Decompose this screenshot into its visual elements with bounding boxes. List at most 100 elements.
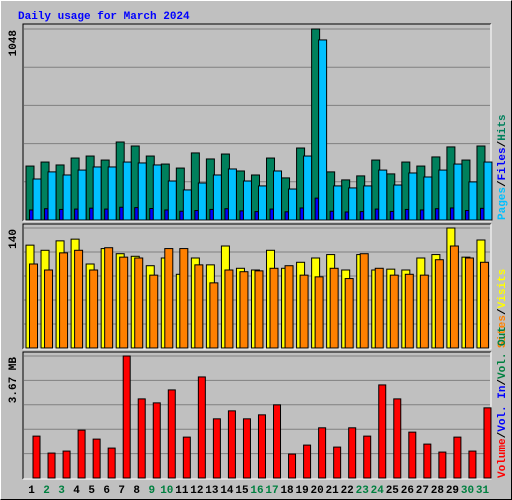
legend-separator: / xyxy=(497,431,509,438)
x-tick-label: 11 xyxy=(175,485,189,497)
x-tick-label: 21 xyxy=(326,485,340,497)
bar xyxy=(62,174,72,221)
bar xyxy=(453,436,462,479)
bar xyxy=(182,436,191,479)
bar xyxy=(137,398,146,479)
bar xyxy=(303,155,313,221)
bar xyxy=(227,168,237,221)
bar xyxy=(212,418,221,479)
bar xyxy=(468,450,477,479)
x-tick-label: 16 xyxy=(250,485,263,497)
x-tick-label: 20 xyxy=(311,485,324,497)
bar xyxy=(374,267,384,349)
bar xyxy=(197,376,206,479)
bar xyxy=(164,248,174,349)
legend-entry: Files xyxy=(497,147,509,180)
bar xyxy=(134,257,144,349)
legend: Volume/Vol. In/Vol. Out xyxy=(497,326,509,478)
bar xyxy=(438,169,448,221)
bar xyxy=(269,267,279,349)
x-tick-label: 2 xyxy=(43,485,50,497)
x-tick-label: 8 xyxy=(133,485,140,497)
panel-frame-light xyxy=(23,352,492,480)
bar xyxy=(393,398,402,479)
bar xyxy=(257,414,266,479)
x-tick-label: 7 xyxy=(118,485,125,497)
x-tick-label: 29 xyxy=(446,485,459,497)
legend-entry: Vol. Out xyxy=(497,326,509,379)
bar xyxy=(408,431,417,479)
x-tick-label: 1 xyxy=(28,485,35,497)
panel-frame-dark xyxy=(22,223,491,349)
bar xyxy=(179,248,189,349)
legend-entry: Hits xyxy=(497,114,509,140)
bar xyxy=(122,355,131,479)
bar xyxy=(434,259,444,349)
legend-separator: / xyxy=(497,308,509,315)
legend-entry: Volume xyxy=(497,438,509,478)
bar xyxy=(104,247,114,349)
bar xyxy=(303,444,312,479)
bar xyxy=(363,435,372,479)
x-tick-label: 5 xyxy=(88,485,95,497)
bar xyxy=(318,427,327,479)
bar xyxy=(453,163,463,221)
bar xyxy=(212,174,222,221)
legend: Pages/Files/Hits xyxy=(497,114,509,220)
panel-frame-dark xyxy=(22,351,491,479)
bar xyxy=(257,185,267,221)
legend-entry: Sites xyxy=(497,315,509,348)
panel-frame-light xyxy=(23,224,492,350)
bar xyxy=(314,276,324,349)
x-tick-label: 31 xyxy=(476,485,490,497)
bar xyxy=(107,447,116,479)
bar xyxy=(318,39,328,221)
bar xyxy=(194,264,204,349)
bar xyxy=(77,429,86,479)
legend-entry: Visits xyxy=(497,269,509,309)
bar xyxy=(182,189,192,221)
bar xyxy=(59,252,69,349)
x-tick-label: 23 xyxy=(356,485,370,497)
bar xyxy=(227,410,236,479)
bar xyxy=(197,182,207,221)
bar xyxy=(393,184,403,221)
x-tick-label: 24 xyxy=(371,485,385,497)
bar xyxy=(92,438,101,479)
x-tick-label: 14 xyxy=(220,485,234,497)
bar xyxy=(348,187,358,221)
x-tick-label: 27 xyxy=(416,485,429,497)
bar xyxy=(419,274,429,349)
bar xyxy=(333,446,342,479)
bar xyxy=(167,180,177,221)
bar xyxy=(254,270,264,349)
bar xyxy=(333,185,343,221)
bar xyxy=(137,162,147,221)
bar xyxy=(149,274,159,349)
bar xyxy=(479,261,489,349)
legend-separator: / xyxy=(497,140,509,147)
bar xyxy=(152,402,161,479)
bar xyxy=(167,389,176,479)
bar xyxy=(378,384,387,479)
bar xyxy=(468,181,478,221)
bar xyxy=(408,172,418,221)
panel-frame-dark xyxy=(22,23,491,221)
bar xyxy=(404,273,414,349)
bar xyxy=(242,180,252,221)
bar xyxy=(62,450,71,479)
legend-separator: / xyxy=(497,180,509,187)
bar xyxy=(288,188,298,221)
bar xyxy=(348,427,357,479)
x-tick-label: 13 xyxy=(205,485,219,497)
bar xyxy=(423,176,433,221)
bar xyxy=(363,185,373,221)
x-tick-label: 26 xyxy=(401,485,414,497)
bar xyxy=(239,271,249,349)
bar xyxy=(438,451,447,479)
bar xyxy=(32,178,42,221)
x-tick-label: 19 xyxy=(295,485,308,497)
x-tick-label: 10 xyxy=(160,485,173,497)
